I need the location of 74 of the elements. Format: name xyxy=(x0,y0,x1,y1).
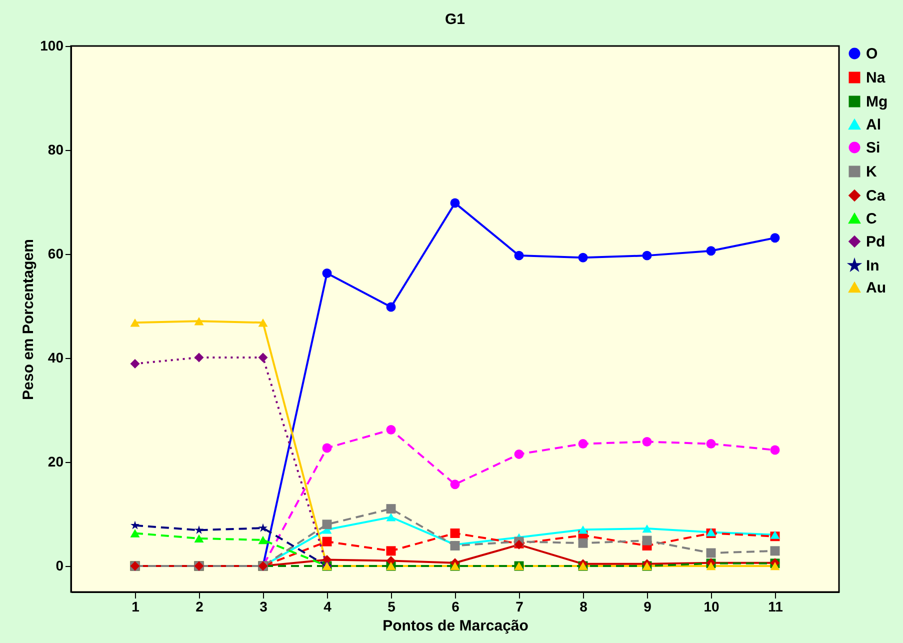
legend-label: In xyxy=(866,258,880,274)
point xyxy=(642,250,652,260)
point xyxy=(386,546,396,556)
y-tick-label: 20 xyxy=(48,454,64,470)
point xyxy=(130,520,140,530)
y-tick-label: 40 xyxy=(48,350,64,366)
x-tick-label: 3 xyxy=(260,598,268,614)
point xyxy=(770,562,780,570)
x-tick-label: 11 xyxy=(768,598,784,614)
x-tick-label: 7 xyxy=(516,598,524,614)
point xyxy=(194,352,204,362)
point xyxy=(770,445,780,455)
point xyxy=(386,425,396,434)
point xyxy=(194,525,204,534)
y-axis-title: Peso em Porcentagem xyxy=(20,239,38,400)
point xyxy=(578,538,588,548)
point xyxy=(386,513,396,522)
legend-label: Mg xyxy=(866,94,888,110)
point xyxy=(770,530,780,539)
point xyxy=(130,529,140,538)
legend-label: Pd xyxy=(866,234,886,250)
point xyxy=(450,528,460,538)
x-tick-label: 10 xyxy=(704,598,720,614)
legend-label: Au xyxy=(866,280,886,296)
point xyxy=(322,520,332,530)
point xyxy=(130,358,140,368)
x-tick-label: 8 xyxy=(580,598,588,614)
point xyxy=(642,436,652,446)
point xyxy=(514,449,524,459)
point xyxy=(578,439,588,449)
legend-label: Al xyxy=(866,116,881,134)
point xyxy=(706,548,716,558)
chart-title: G1 xyxy=(444,11,466,28)
legend-label: O xyxy=(866,46,878,62)
point xyxy=(706,562,716,570)
legend-label: K xyxy=(866,164,877,180)
point xyxy=(386,302,396,312)
point xyxy=(258,352,268,362)
point xyxy=(322,536,332,546)
point xyxy=(770,233,780,243)
point xyxy=(322,268,332,278)
x-tick-label: 2 xyxy=(196,598,204,614)
legend-label: Ca xyxy=(866,188,886,204)
point xyxy=(258,523,268,532)
point xyxy=(706,439,716,449)
x-tick-label: 5 xyxy=(388,598,396,614)
point xyxy=(642,536,652,546)
point xyxy=(130,318,140,327)
x-tick-label: 4 xyxy=(324,598,332,614)
point xyxy=(258,318,268,327)
point xyxy=(770,546,780,556)
legend-label: Na xyxy=(866,70,886,86)
x-tick-label: 6 xyxy=(452,598,460,614)
point xyxy=(514,250,524,260)
point xyxy=(706,246,716,256)
point xyxy=(194,534,204,543)
x-tick-label: 9 xyxy=(644,598,652,614)
point xyxy=(194,316,204,326)
legend-label: Si xyxy=(866,140,880,156)
point xyxy=(258,536,268,544)
point xyxy=(386,504,396,514)
point xyxy=(450,198,460,208)
y-tick-label: 80 xyxy=(48,142,64,158)
point xyxy=(578,252,588,262)
point xyxy=(450,480,460,490)
y-tick-label: 60 xyxy=(48,246,64,262)
x-axis-title: Pontos de Marcação xyxy=(382,618,528,634)
y-tick-label: 0 xyxy=(56,558,64,574)
y-tick-label: 100 xyxy=(40,38,64,54)
legend-label: C xyxy=(866,210,877,228)
x-tick-label: 1 xyxy=(132,598,140,614)
point xyxy=(642,524,652,533)
point xyxy=(578,525,588,534)
point xyxy=(322,443,332,453)
